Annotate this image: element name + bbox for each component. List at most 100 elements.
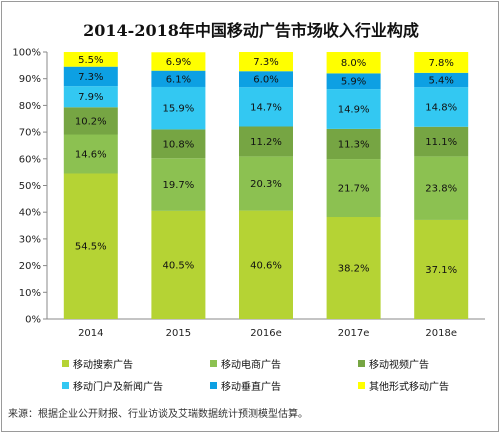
bar-segment bbox=[151, 70, 206, 87]
bar-segment bbox=[414, 87, 469, 127]
y-tick-label: 60% bbox=[19, 154, 41, 165]
x-tick-label: 2016e bbox=[250, 328, 282, 339]
data-label: 14.7% bbox=[250, 102, 282, 113]
legend-swatch bbox=[210, 381, 217, 389]
bar-segment bbox=[326, 217, 381, 319]
data-label: 10.2% bbox=[75, 116, 107, 127]
legend-swatch bbox=[358, 381, 365, 389]
bar-segment bbox=[151, 210, 206, 319]
bar-segment bbox=[326, 159, 381, 218]
y-tick-label: 0% bbox=[25, 315, 41, 326]
data-label: 19.7% bbox=[163, 180, 195, 191]
x-tick-label: 2014 bbox=[78, 328, 103, 339]
bar-segment bbox=[151, 158, 206, 211]
data-label: 20.3% bbox=[250, 179, 282, 190]
bar-segment bbox=[239, 156, 293, 211]
data-label: 11.1% bbox=[425, 137, 457, 148]
legend-item: 其他形式移动广告 bbox=[358, 378, 449, 393]
data-label: 6.1% bbox=[166, 74, 191, 85]
bar-segment bbox=[414, 219, 469, 319]
chart-title: 2014-2018年中国移动广告市场收入行业构成 bbox=[83, 21, 419, 40]
chart-axes: 0% 10% 20% 30% 40% 50% 60% 70% 80% 90% 100% 2014 201… bbox=[12, 48, 485, 339]
data-label: 5.9% bbox=[341, 77, 366, 88]
legend-swatch bbox=[62, 381, 69, 389]
data-label: 11.2% bbox=[250, 137, 282, 148]
y-tick-label: 50% bbox=[19, 181, 41, 192]
data-label: 5.4% bbox=[428, 76, 453, 87]
legend-item: 移动垂直广告 bbox=[210, 378, 281, 393]
chart-bars bbox=[63, 52, 469, 319]
bar-segment bbox=[151, 86, 206, 130]
y-tick-label: 20% bbox=[19, 261, 41, 272]
legend-label: 移动垂直广告 bbox=[221, 381, 281, 393]
legend-swatch bbox=[62, 359, 69, 367]
data-label: 7.3% bbox=[78, 72, 103, 83]
data-label: 7.9% bbox=[78, 92, 103, 103]
data-label: 8.0% bbox=[341, 58, 366, 69]
bar-segment bbox=[63, 86, 118, 108]
y-tick-label: 10% bbox=[19, 288, 41, 299]
data-label: 40.6% bbox=[250, 260, 282, 271]
bar-segment bbox=[239, 52, 293, 72]
y-tick-label: 40% bbox=[19, 208, 41, 219]
data-label: 23.8% bbox=[425, 184, 457, 195]
legend-item: 移动电商广告 bbox=[210, 356, 281, 371]
legend-label: 移动视频广告 bbox=[369, 359, 429, 371]
y-tick-label: 100% bbox=[12, 48, 41, 59]
data-label: 6.9% bbox=[166, 57, 191, 68]
data-label: 14.6% bbox=[75, 149, 107, 160]
data-label: 10.8% bbox=[163, 139, 195, 150]
data-label: 40.5% bbox=[163, 260, 195, 271]
bar-segment bbox=[414, 126, 469, 157]
legend-item: 移动视频广告 bbox=[358, 356, 429, 371]
bar-segment bbox=[151, 52, 206, 71]
legend-label: 移动电商广告 bbox=[221, 359, 281, 371]
bar-segment bbox=[63, 107, 118, 135]
source-note: 来源：根据企业公开财报、行业访谈及艾瑞数据统计预测模型估算。 bbox=[8, 409, 308, 420]
data-label: 38.2% bbox=[338, 264, 370, 275]
data-label: 14.9% bbox=[338, 105, 370, 116]
y-tick-label: 70% bbox=[19, 128, 41, 139]
bar-segment bbox=[239, 71, 293, 88]
bar-segment bbox=[239, 126, 293, 157]
data-label: 37.1% bbox=[425, 265, 457, 276]
x-tick-label: 2018e bbox=[425, 328, 457, 339]
legend-item: 移动搜索广告 bbox=[62, 356, 133, 371]
data-label: 6.0% bbox=[253, 75, 278, 86]
data-label: 54.5% bbox=[75, 242, 107, 253]
x-tick-label: 2017e bbox=[338, 328, 370, 339]
data-label: 11.3% bbox=[338, 139, 370, 150]
legend-label: 移动门户及新闻广告 bbox=[73, 381, 163, 393]
bar-segment bbox=[326, 52, 381, 74]
chart-data-labels: 54.5% 14.6% 10.2% 7.9% 7.3% 5.5% 40.5% 19.7% 10.… bbox=[75, 55, 457, 276]
bar-segment bbox=[239, 210, 293, 319]
bar-segment bbox=[326, 73, 381, 90]
data-label: 21.7% bbox=[338, 184, 370, 195]
bar-segment bbox=[414, 72, 469, 88]
y-tick-label: 90% bbox=[19, 74, 41, 85]
bar-segment bbox=[414, 156, 469, 220]
data-label: 15.9% bbox=[163, 104, 195, 115]
legend-label: 移动搜索广告 bbox=[73, 359, 133, 371]
legend-swatch bbox=[210, 359, 217, 367]
bar-segment bbox=[414, 52, 469, 73]
legend-item: 移动门户及新闻广告 bbox=[62, 378, 163, 393]
bar-segment bbox=[151, 129, 206, 159]
bar-segment bbox=[239, 87, 293, 127]
data-label: 7.3% bbox=[253, 57, 278, 68]
bar-segment bbox=[63, 66, 118, 87]
bar-segment bbox=[63, 134, 118, 174]
y-tick-label: 80% bbox=[19, 101, 41, 112]
y-tick-label: 30% bbox=[19, 234, 41, 245]
bar-segment bbox=[63, 52, 118, 67]
bar-segment bbox=[63, 173, 118, 319]
data-label: 5.5% bbox=[78, 55, 103, 66]
bar-segment bbox=[326, 128, 381, 160]
data-label: 14.8% bbox=[425, 103, 457, 114]
x-tick-label: 2015 bbox=[166, 328, 191, 339]
legend-label: 其他形式移动广告 bbox=[369, 381, 449, 393]
data-label: 7.8% bbox=[428, 58, 453, 69]
bar-segment bbox=[326, 89, 381, 129]
legend-swatch bbox=[358, 359, 365, 367]
